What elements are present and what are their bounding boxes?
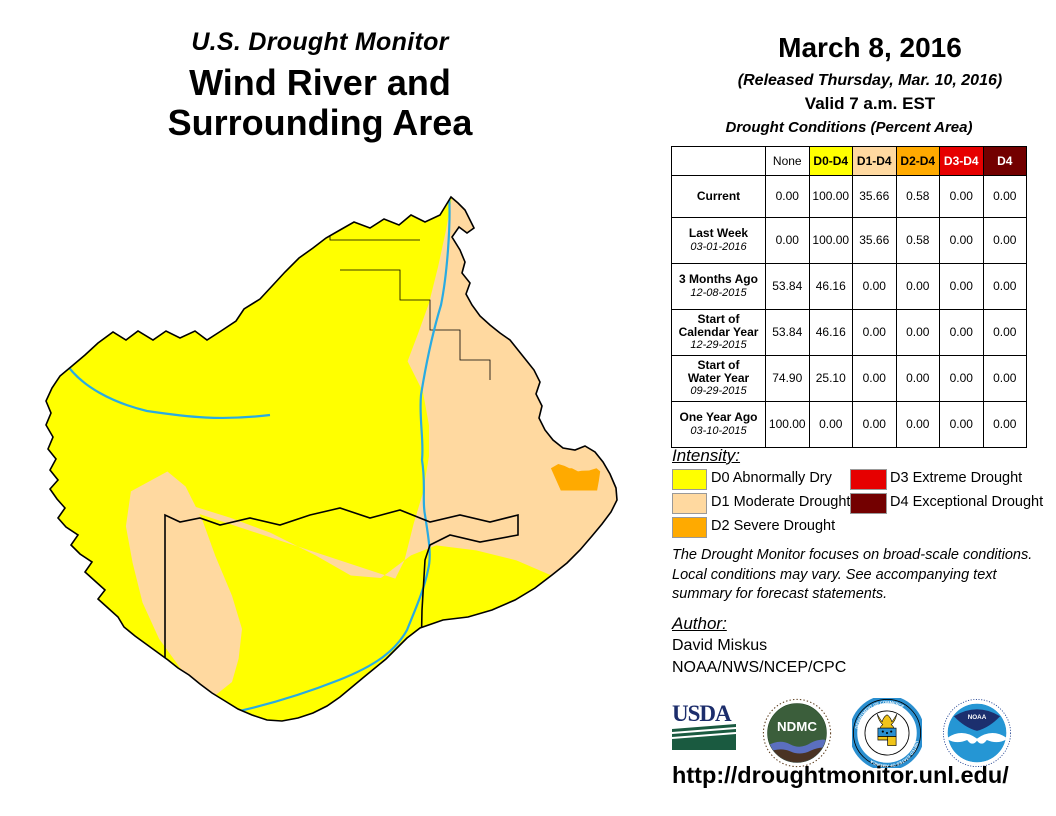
svg-text:USDA: USDA [672,701,732,726]
svg-text:NDMC: NDMC [777,719,817,734]
svg-text:NOAA: NOAA [968,714,987,721]
